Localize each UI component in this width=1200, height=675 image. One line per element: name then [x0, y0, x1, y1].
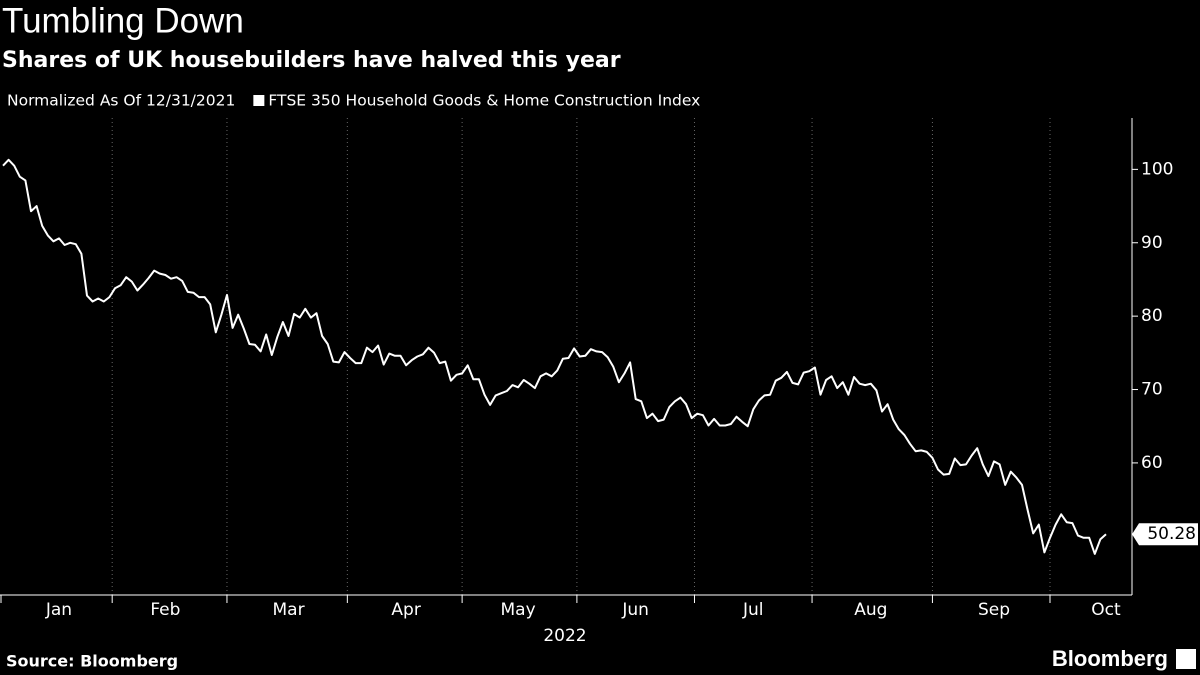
x-axis-label: 2022 — [543, 626, 586, 646]
x-tick-label: Jul — [742, 600, 764, 620]
y-tick-label: 100 — [1141, 159, 1173, 179]
x-tick-label: Oct — [1091, 600, 1121, 620]
source: Source: Bloomberg — [6, 652, 178, 671]
x-tick-label: Jun — [621, 600, 649, 620]
legend-swatch — [253, 95, 265, 106]
x-tick-label: Sep — [978, 600, 1010, 620]
x-tick-label: Aug — [854, 600, 887, 620]
chart-title: Tumbling Down — [2, 1, 244, 40]
x-tick-label: May — [501, 600, 536, 620]
brand: Bloomberg — [1052, 646, 1168, 671]
x-tick-label: Apr — [391, 600, 420, 620]
y-tick-label: 60 — [1141, 453, 1163, 473]
x-tick-label: Feb — [150, 600, 180, 620]
brand-icon — [1176, 649, 1196, 669]
last-value-box — [1132, 523, 1198, 546]
x-tick-label: Jan — [45, 600, 72, 620]
y-tick-label: 80 — [1141, 306, 1163, 326]
chart-subtitle: Shares of UK housebuilders have halved t… — [2, 48, 621, 73]
y-tick-label: 90 — [1141, 233, 1163, 253]
last-value-label: 50.28 — [1147, 524, 1196, 544]
y-tick-label: 70 — [1141, 380, 1163, 400]
legend-label: FTSE 350 Household Goods & Home Construc… — [268, 92, 700, 110]
line — [2, 158, 1107, 555]
note: Normalized As Of 12/31/2021 — [7, 92, 235, 110]
x-tick-label: Mar — [273, 600, 305, 620]
